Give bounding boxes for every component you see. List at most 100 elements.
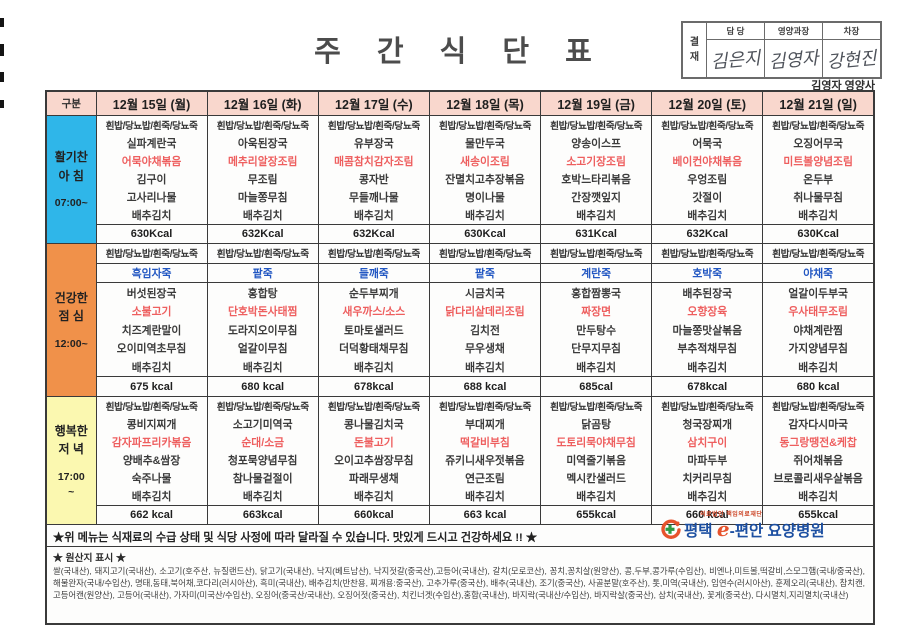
menu-item: 새송이조림 [460,156,510,168]
day-header: 12월 17일 (수) [317,90,430,116]
menu-item: 어묵국 [692,138,723,150]
day-cell: 흰밥/당뇨밥/흰죽/당뇨죽 팥죽 홍합탕 단호박돈사태찜 도라지오이무침 얼갈이무침 배추김… [206,243,319,397]
origin-heading: ★ 원산지 표시 ★ [53,553,126,564]
approval-role-label: 차장 [823,23,880,40]
menu-item: 매콤참치감자조림 [334,156,414,168]
menu-item: 배추김치 [131,210,172,222]
kcal-value: 630Kcal [429,224,541,243]
rice-options: 흰밥/당뇨밥/흰죽/당뇨죽 [105,249,198,261]
meal-row-breakfast: 활기찬 아 침 07:00~ 흰밥/당뇨밥/흰죽/당뇨죽 실파계란국 어묵야채볶음 김구이 고… [45,115,875,244]
meal-label-lunch: 건강한 점 심 12:00~ [45,243,97,397]
menu-item: 호박느타리볶음 [561,174,631,186]
menu-item: 콩비지찌개 [126,419,177,431]
meal-label-dinner: 행복한 저 녁 17:00 ~ [45,396,97,525]
menu-item: 야채계란찜 [793,324,843,337]
menu-note: ★위 메뉴는 식재료의 수급 상태 및 식당 사정에 따라 달라질 수 있습니다… [53,531,538,544]
rice-options: 흰밥/당뇨밥/흰죽/당뇨죽 [105,402,198,413]
menu-item: 삼치구이 [687,437,728,449]
menu-item: 무들깨나물 [349,192,399,204]
day-cell: 흰밥/당뇨밥/흰죽/당뇨죽 부대찌개 떡갈비부침 쥬키니새우젓볶음 연근조림 배추김치 66… [428,396,542,525]
menu-item: 배추된장국 [682,287,733,300]
approval-signature: 김은지 [709,47,762,73]
menu-item: 부추적채무침 [677,343,738,356]
menu-item: 고사리나물 [126,192,177,204]
porridge-item: 계란죽 [541,262,652,284]
day-cell-content: 흰밥/당뇨밥/흰죽/당뇨죽 콩나물김치국 돈불고기 오이고추쌈장무침 파래무생채 배추김치… [318,397,429,524]
menu-item: 우엉조림 [687,174,728,186]
day-cell-content: 흰밥/당뇨밥/흰죽/당뇨죽 소고기미역국 순대/소금 청포묵양념무침 참나물겉절이 배추김… [207,397,318,524]
menu-item: 미트볼양념조림 [783,156,853,168]
menu-item: 오징어무국 [793,138,843,150]
day-cell-content: 흰밥/당뇨밥/흰죽/당뇨죽 팥죽 홍합탕 단호박돈사태찜 도라지오이무침 얼갈이무침 배추김… [207,244,318,396]
scan-artifact [0,18,4,27]
approval-signature: 강현진 [825,47,878,73]
rice-options: 흰밥/당뇨밥/흰죽/당뇨죽 [438,402,531,413]
menu-item: 배추김치 [353,491,394,503]
meal-name: 행복한 저 녁 [54,423,88,457]
menu-item: 배추김치 [576,491,616,503]
day-cell-content: 흰밥/당뇨밥/흰죽/당뇨죽 감자다시마국 동그랑땡전&케찹 쥐어채볶음 브로콜리새우살볶… [763,397,873,524]
menu-item: 무우생채 [465,343,505,356]
kcal-value: 675 kcal [96,376,207,396]
menu-item: 홍합짬뽕국 [571,287,621,300]
rice-options: 흰밥/당뇨밥/흰죽/당뇨죽 [772,121,865,132]
day-cell-content: 흰밥/당뇨밥/흰죽/당뇨죽 닭곰탕 도토리묵야채무침 미역줄기볶음 멕시칸샐러드 배추김치… [541,397,652,524]
kcal-value: 630Kcal [763,224,873,243]
meal-name: 활기찬 아 침 [54,150,88,183]
day-cell-content: 흰밥/당뇨밥/흰죽/당뇨죽 야채죽 얼갈이두부국 우사태무조림 야채계란찜 가지양념무침 배… [763,244,873,396]
menu-item: 도토리묵야채무침 [556,437,636,449]
menu-item: 순대/소금 [241,437,285,449]
menu-item: 닭곰탕 [581,419,612,431]
day-cell-content: 흰밥/당뇨밥/흰죽/당뇨죽 청국장찌개 삼치구이 마파두부 치커리무침 배추김치 660 k… [652,397,763,524]
day-header: 12월 15일 (월) [95,90,208,116]
day-header: 12월 21일 (일) [762,90,875,116]
menu-item: 배추김치 [353,210,394,222]
day-cell: 흰밥/당뇨밥/흰죽/당뇨죽 팥죽 시금치국 닭다리살데리조림 김치전 무우생채 배추김치 68… [428,243,542,397]
kcal-value: 685cal [541,376,652,396]
rice-options: 흰밥/당뇨밥/흰죽/당뇨죽 [661,121,754,132]
menu-item: 떡갈비부침 [460,437,510,449]
menu-item: 콩자반 [358,174,389,186]
meal-time: 17:00 ~ [57,470,85,498]
day-cell-content: 흰밥/당뇨밥/흰죽/당뇨죽 부대찌개 떡갈비부침 쥬키니새우젓볶음 연근조림 배추김치 66… [429,397,541,524]
day-cell: 흰밥/당뇨밥/흰죽/당뇨죽 청국장찌개 삼치구이 마파두부 치커리무침 배추김치 660 k… [651,396,764,525]
rice-options: 흰밥/당뇨밥/흰죽/당뇨죽 [661,249,754,261]
menu-item: 마늘쫑무침 [237,192,288,204]
day-cell: 흰밥/당뇨밥/흰죽/당뇨죽 감자다시마국 동그랑땡전&케찹 쥐어채볶음 브로콜리새우살볶… [762,396,875,525]
day-cell: 흰밥/당뇨밥/흰죽/당뇨죽 호박죽 배추된장국 오향장육 마늘쫑맛살볶음 부추적채무침 배추… [651,243,764,397]
menu-item: 명이나물 [465,192,505,204]
kcal-value: 632Kcal [207,224,318,243]
menu-item: 온두부 [803,174,834,186]
menu-item: 실파계란국 [126,138,177,150]
approval-signature: 김영자 [767,47,820,73]
menu-item: 김치전 [470,324,500,337]
menu-item: 짜장면 [581,306,612,319]
porridge-item: 들깨죽 [318,262,429,284]
menu-item: 치즈계란말이 [121,324,182,337]
origin-text: 쌀(국내산), 돼지고기(국내산), 소고기(호주산, 뉴질랜드산), 닭고기(… [53,566,865,601]
kcal-value: 663 kcal [429,505,541,524]
menu-item: 배추김치 [687,491,728,503]
kcal-value: 678kcal [652,376,763,396]
kcal-value: 662 kcal [96,505,207,524]
porridge-item: 팥죽 [429,262,541,284]
menu-item: 홍합탕 [247,287,278,300]
day-cell: 흰밥/당뇨밥/흰죽/당뇨죽 콩나물김치국 돈불고기 오이고추쌈장무침 파래무생채 배추김치… [317,396,430,525]
menu-item: 도라지오이무침 [227,324,298,337]
menu-item: 오향장육 [687,306,728,319]
day-cell-content: 흰밥/당뇨밥/흰죽/당뇨죽 어묵국 베이컨야채볶음 우엉조림 갓절이 배추김치 632Kca… [652,116,763,243]
menu-item: 배추김치 [798,210,839,222]
menu-item: 취나물무침 [793,192,843,204]
kcal-value: 660kcal [318,505,429,524]
meal-row-dinner: 행복한 저 녁 17:00 ~ 흰밥/당뇨밥/흰죽/당뇨죽 콩비지찌개 감자파프리카볶음 양배… [45,396,875,525]
logo-e-mark: e [716,517,730,541]
menu-item: 돈불고기 [353,437,394,449]
day-cell-content: 흰밥/당뇨밥/흰죽/당뇨죽 아욱된장국 메추리알장조림 무조림 마늘쫑무침 배추김치 632… [207,116,318,243]
day-header: 12월 20일 (토) [651,90,764,116]
kcal-value: 660 kcal [652,505,763,524]
menu-item: 미역줄기볶음 [566,455,626,467]
scan-artifact [0,100,4,108]
approval-role-label: 영양과장 [765,23,822,40]
rice-options: 흰밥/당뇨밥/흰죽/당뇨죽 [438,121,531,132]
